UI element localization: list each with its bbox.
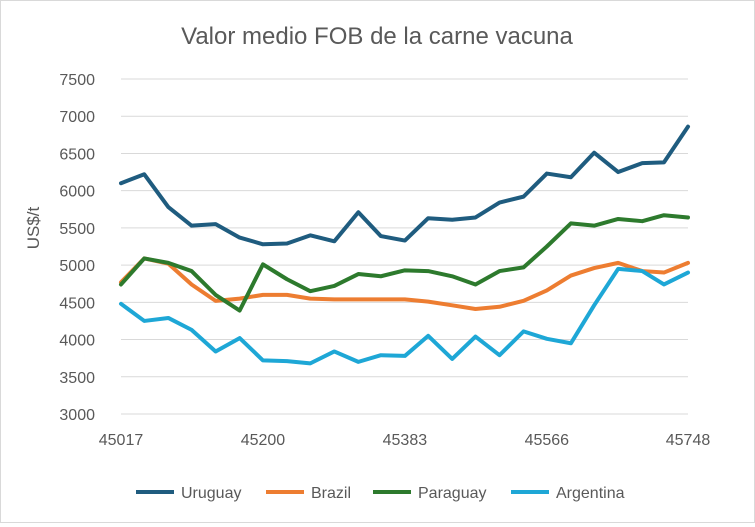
y-tick-label: 4500: [59, 295, 95, 312]
legend-label-uruguay: Uruguay: [181, 485, 241, 502]
y-tick-label: 3500: [59, 370, 95, 387]
y-tick-label: 6500: [59, 146, 95, 163]
y-tick-label: 5500: [59, 221, 95, 238]
y-axis-label: US$/t: [24, 206, 43, 249]
x-tick-label: 45200: [241, 432, 286, 449]
x-tick-label: 45383: [383, 432, 428, 449]
x-tick-label: 45017: [99, 432, 144, 449]
series-line-paraguay: [119, 213, 690, 313]
y-tick-label: 5000: [59, 258, 95, 275]
series-lines: [119, 124, 690, 366]
x-axis-tick-labels: 45017 45200 45383 45566 45748: [99, 432, 711, 449]
series-line-argentina: [119, 266, 690, 366]
legend-label-argentina: Argentina: [556, 485, 625, 502]
chart-title: Valor medio FOB de la carne vacuna: [181, 23, 573, 50]
x-tick-label: 45566: [525, 432, 570, 449]
gridlines: [121, 78, 688, 415]
y-tick-label: 6000: [59, 184, 95, 201]
legend-label-paraguay: Paraguay: [418, 485, 487, 502]
y-tick-label: 4000: [59, 333, 95, 350]
y-tick-label: 3000: [59, 407, 95, 424]
legend-label-brazil: Brazil: [311, 485, 351, 502]
legend: Uruguay Brazil Paraguay Argentina: [136, 485, 625, 502]
x-tick-label: 45748: [666, 432, 711, 449]
y-axis-tick-labels: 3000 3500 4000 4500 5000 5500 6000 6500 7000 7500: [59, 72, 95, 424]
series-line-uruguay: [119, 124, 690, 247]
y-tick-label: 7500: [59, 72, 95, 89]
series-line-brazil: [119, 256, 690, 312]
y-tick-label: 7000: [59, 109, 95, 126]
